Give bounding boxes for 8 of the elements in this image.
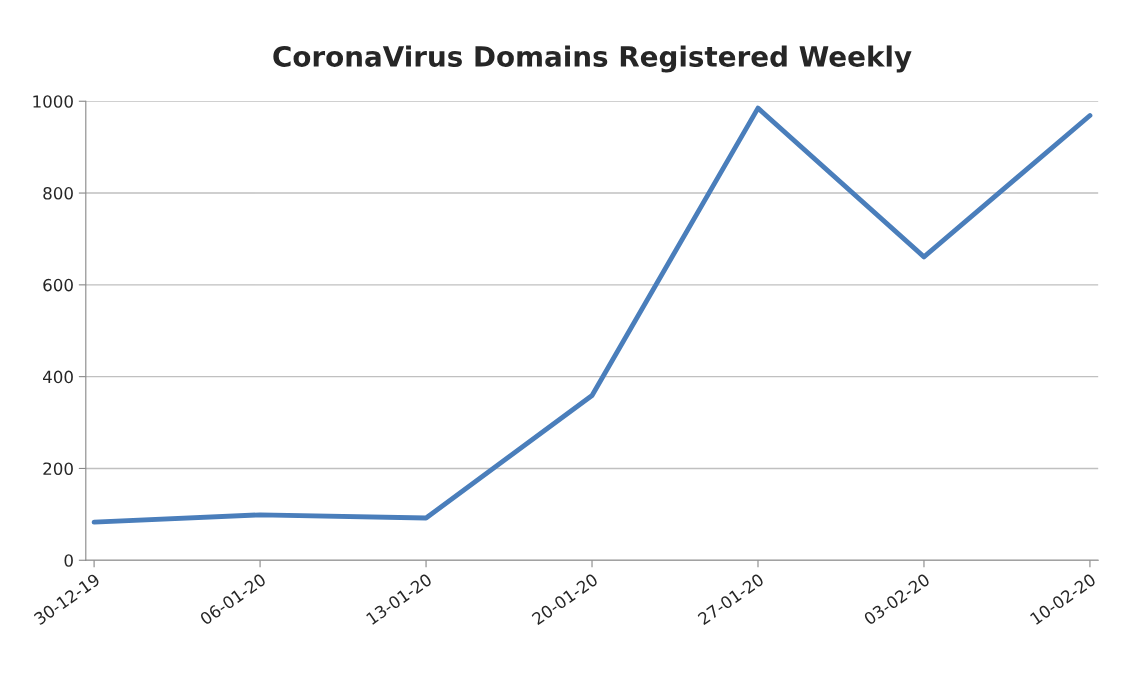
line-series bbox=[91, 105, 1093, 525]
y-tick-label: 600 bbox=[43, 278, 73, 292]
y-tick-label: 800 bbox=[43, 187, 73, 200]
y-tick-label: 400 bbox=[43, 370, 73, 384]
y-tick-label: 1000 bbox=[33, 95, 73, 108]
y-tick-label: 0 bbox=[64, 554, 73, 567]
y-tick-label: 200 bbox=[43, 462, 73, 476]
chart-title: CoronaVirus Domains Registered Weekly bbox=[273, 45, 912, 73]
